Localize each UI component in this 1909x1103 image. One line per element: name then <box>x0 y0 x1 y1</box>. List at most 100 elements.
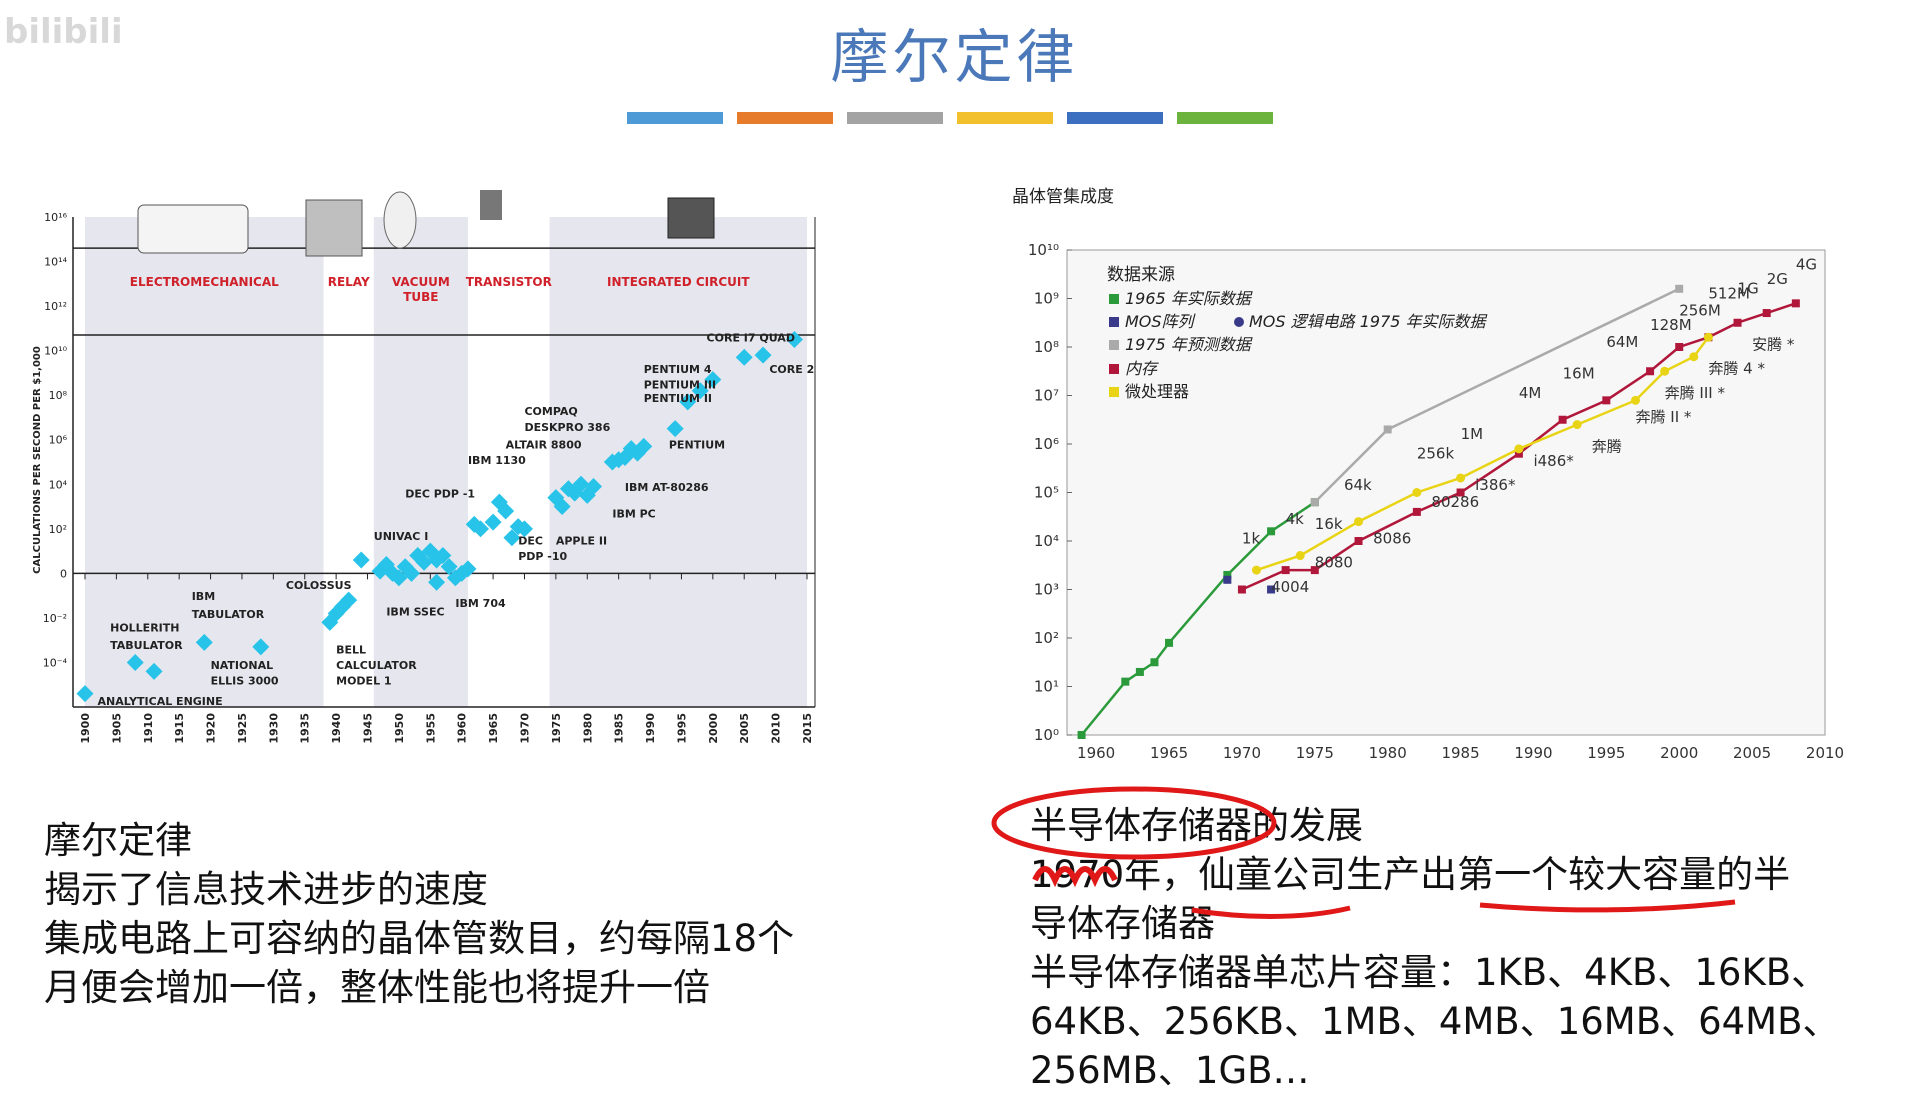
series-marker <box>1354 537 1363 545</box>
text-line: 半导体存储器的发展 <box>1030 804 1363 847</box>
y-tick-label: 10⁴ <box>1034 532 1059 550</box>
series-marker <box>1223 570 1232 579</box>
x-tick-label: 1935 <box>299 713 312 744</box>
y-tick-label: 10¹⁴ <box>44 256 67 269</box>
point-annotation: COMPAQ <box>524 405 577 418</box>
legend-swatch <box>1109 364 1119 374</box>
point-annotation: DEC PDP -1 <box>405 488 475 501</box>
point-label: 奔腾 4 * <box>1708 360 1765 378</box>
x-tick-label: 1975 <box>1296 744 1334 762</box>
series-marker <box>1295 551 1305 561</box>
data-point <box>553 498 571 516</box>
legend-swatch <box>1109 387 1119 397</box>
data-point <box>704 371 722 389</box>
legend-swatch <box>1109 294 1119 304</box>
series-marker <box>1791 299 1800 308</box>
y-tick-label: 10⁹ <box>1034 290 1059 308</box>
series-marker <box>1514 449 1523 458</box>
point-label: 奔腾 III * <box>1665 384 1726 402</box>
text-line: 1970年，仙童公司生产出第一个较大容量的半 <box>1030 853 1791 896</box>
point-label: 奔腾 <box>1592 437 1622 455</box>
data-point <box>352 551 370 569</box>
point-label: 安腾 * <box>1752 335 1795 353</box>
series-marker <box>1558 415 1567 424</box>
series-marker <box>1165 638 1174 647</box>
legend-label: 微处理器 <box>1125 382 1189 401</box>
data-point <box>691 382 709 400</box>
x-tick-label: 1965 <box>487 713 500 744</box>
point-label: 512M <box>1708 285 1750 303</box>
series-marker <box>1310 566 1319 575</box>
y-tick-label: 10³ <box>1034 581 1059 599</box>
plot-area <box>1066 249 1826 736</box>
legend-label: 内存 <box>1125 359 1159 378</box>
data-point <box>415 553 433 571</box>
series-marker <box>1572 420 1582 430</box>
text-line: 半导体存储器单芯片容量：1KB、4KB、16KB、 <box>1030 951 1829 994</box>
x-tick-label: 2000 <box>1660 744 1698 762</box>
text-line: 导体存储器 <box>1030 902 1215 945</box>
point-annotation: PENTIUM III <box>644 379 716 392</box>
point-annotation: NATIONAL <box>211 659 274 672</box>
x-tick-label: 2005 <box>738 713 751 744</box>
x-tick-label: 1985 <box>613 713 626 744</box>
point-annotation: PENTIUM II <box>644 392 712 405</box>
series-marker <box>1354 517 1364 527</box>
point-annotation: UNIVAC I <box>374 530 429 543</box>
legend-swatch <box>1109 317 1119 327</box>
mos-marker <box>1267 585 1276 594</box>
y-tick-label: 10⁻⁴ <box>43 656 68 669</box>
point-label: 80286 <box>1431 493 1479 511</box>
text-line: 256MB、1GB… <box>1030 1049 1310 1092</box>
series-marker <box>1252 565 1261 575</box>
x-tick-label: 1915 <box>173 713 186 744</box>
data-point <box>195 633 213 651</box>
x-tick-label: 1920 <box>205 713 218 744</box>
era-label: VACUUM <box>392 275 450 289</box>
era-label: INTEGRATED CIRCUIT <box>607 275 750 289</box>
era-label: TUBE <box>403 290 438 304</box>
x-tick-label: 1910 <box>142 713 155 744</box>
y-tick-label: 10¹⁰ <box>44 345 67 358</box>
x-tick-label: 1955 <box>424 713 437 744</box>
point-label: 奔腾 II * <box>1636 408 1692 426</box>
point-label: 4004 <box>1271 578 1309 596</box>
data-point <box>76 685 94 703</box>
point-label: 4M <box>1519 384 1542 402</box>
point-annotation: IBM <box>192 590 215 603</box>
moore-law-description: 摩尔定律 揭示了信息技术进步的速度 集成电路上可容纳的晶体管数目，约每隔18个 … <box>44 816 794 1012</box>
x-tick-label: 1925 <box>236 713 249 744</box>
point-annotation: ALTAIR 8800 <box>506 439 582 452</box>
data-point <box>497 502 515 520</box>
series-marker <box>1646 367 1655 376</box>
point-label: 8080 <box>1315 554 1353 572</box>
y-tick-label: 10⁴ <box>49 478 68 491</box>
point-label: 4k <box>1286 510 1305 528</box>
legend-label: 1975 年预测数据 <box>1125 335 1253 354</box>
series-marker <box>1121 677 1130 686</box>
series-marker <box>1762 309 1771 318</box>
y-tick-label: 10¹ <box>1034 678 1059 696</box>
point-annotation: COLOSSUS <box>286 579 352 592</box>
point-annotation: IBM 1130 <box>468 454 526 467</box>
x-tick-label: 2005 <box>1733 744 1771 762</box>
relay-icon <box>305 199 363 257</box>
series-marker <box>1675 343 1684 351</box>
y-tick-label: 10⁻² <box>43 612 67 625</box>
series-marker <box>1675 284 1684 293</box>
y-tick-label: 10⁷ <box>1034 387 1059 405</box>
point-label: 16M <box>1563 365 1595 383</box>
vacuum-tube-icon <box>383 191 417 249</box>
point-annotation: ELLIS 3000 <box>211 675 279 688</box>
legend-swatch <box>1109 340 1119 350</box>
series-marker <box>1456 488 1465 497</box>
series-marker <box>1689 352 1699 362</box>
data-point <box>340 591 358 609</box>
point-annotation: PDP -10 <box>518 550 567 563</box>
series-marker <box>1077 731 1086 739</box>
x-tick-label: 1950 <box>393 713 406 744</box>
data-point <box>666 420 684 438</box>
series-marker <box>1733 318 1742 327</box>
era-band <box>549 217 807 707</box>
data-point <box>145 662 163 680</box>
